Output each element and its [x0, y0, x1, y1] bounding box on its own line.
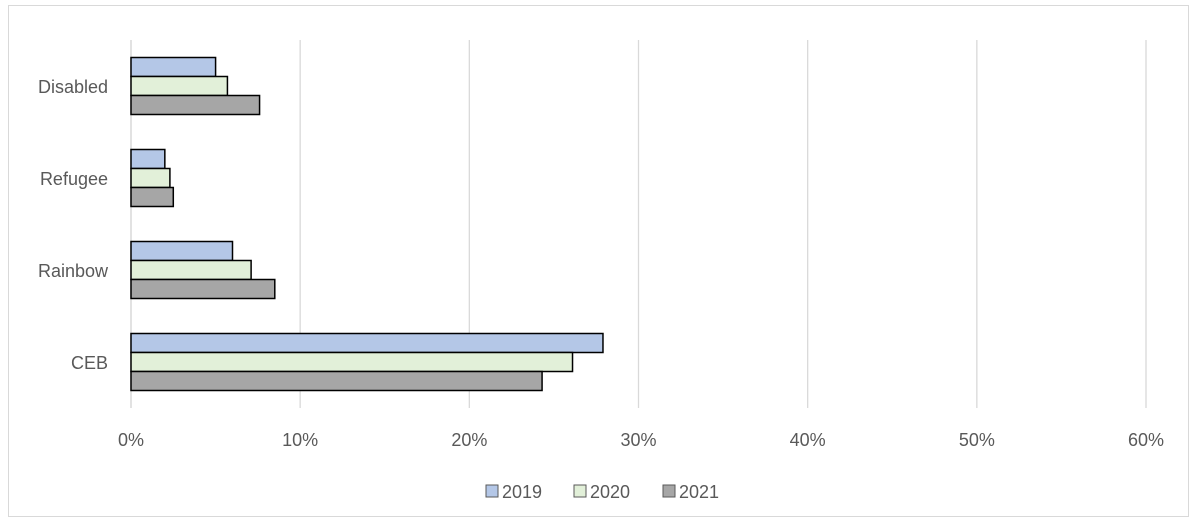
legend-swatch	[485, 484, 499, 498]
y-tick-labels: Disabled Refugee Rainbow CEB	[38, 77, 109, 373]
bar	[130, 148, 166, 170]
x-tick-label: 50%	[959, 430, 995, 450]
legend-swatch	[662, 484, 676, 498]
x-tick-label: 0%	[118, 430, 144, 450]
bars	[130, 56, 604, 392]
y-tick-label: Rainbow	[38, 261, 109, 281]
y-tick-label: Disabled	[38, 77, 108, 97]
x-tick-label: 40%	[790, 430, 826, 450]
chart-frame	[8, 5, 1189, 517]
bar	[130, 259, 252, 281]
bar	[130, 351, 574, 373]
legend: 2019 2020 2021	[485, 482, 719, 502]
bar	[130, 332, 604, 354]
y-tick-label: CEB	[71, 353, 108, 373]
bar	[130, 94, 261, 116]
bar	[130, 240, 234, 262]
legend-label: 2021	[679, 482, 719, 502]
x-tick-label: 20%	[451, 430, 487, 450]
bar	[130, 186, 175, 208]
legend-label: 2019	[502, 482, 542, 502]
x-tick-label: 10%	[282, 430, 318, 450]
bar	[130, 370, 543, 392]
x-tick-labels: 0% 10% 20% 30% 40% 50% 60%	[118, 430, 1164, 450]
bar	[130, 75, 229, 97]
x-tick-label: 60%	[1128, 430, 1164, 450]
x-tick-label: 30%	[620, 430, 656, 450]
y-tick-label: Refugee	[40, 169, 108, 189]
legend-label: 2020	[590, 482, 630, 502]
legend-swatch	[573, 484, 587, 498]
bar	[130, 167, 171, 189]
bar	[130, 278, 276, 300]
bar	[130, 56, 217, 78]
